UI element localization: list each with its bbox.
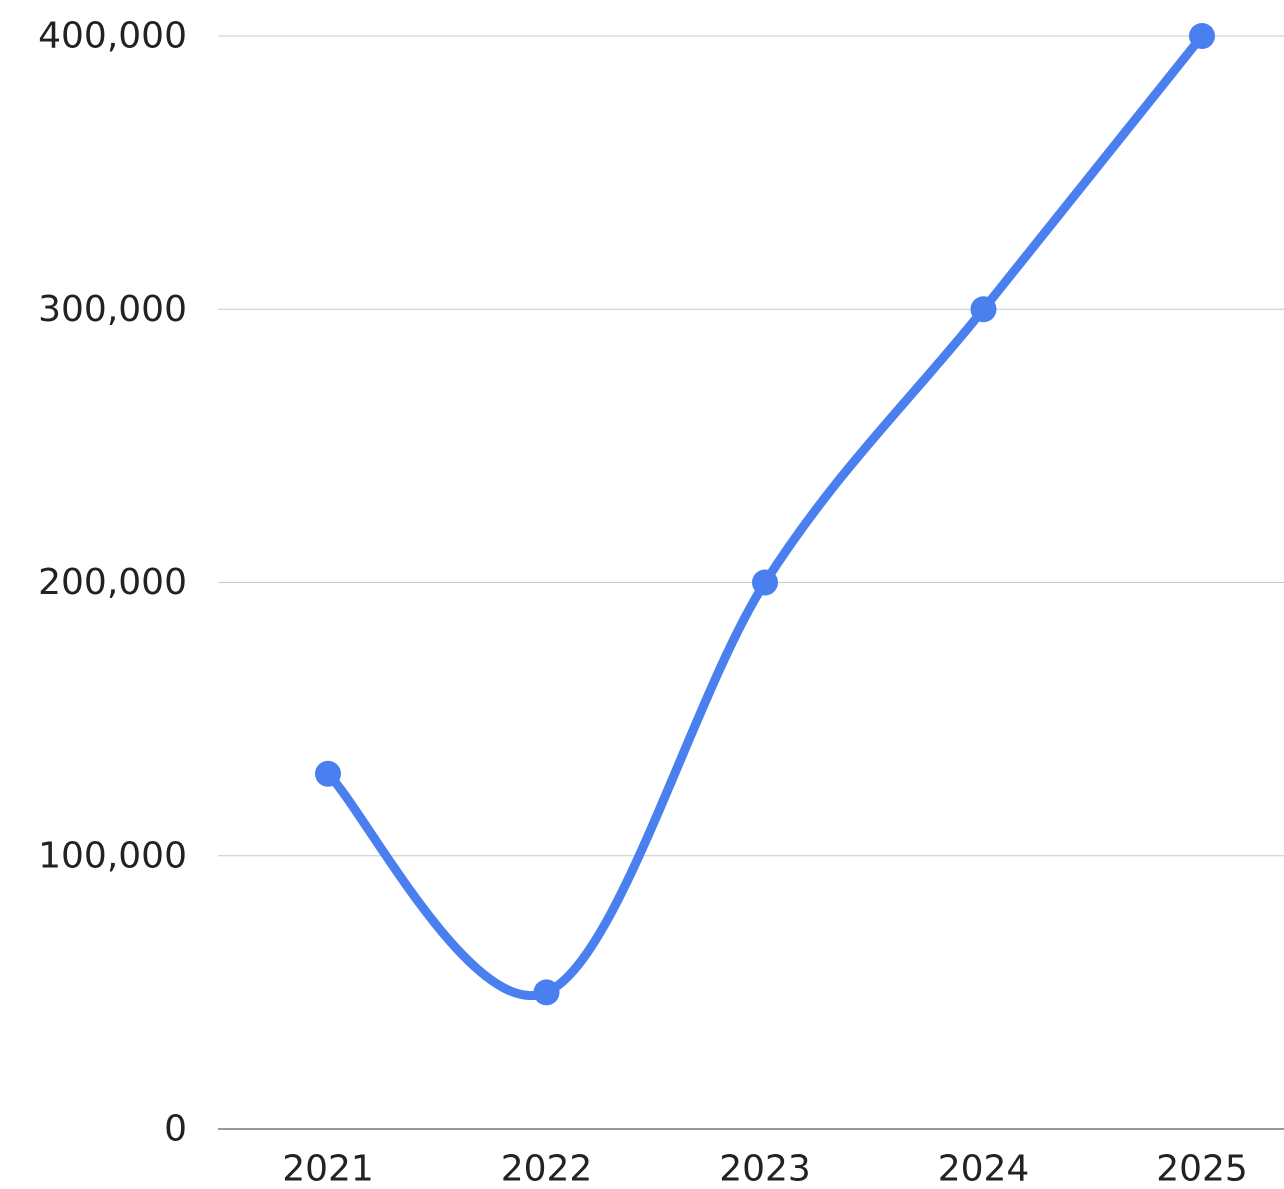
data-point[interactable] bbox=[315, 760, 341, 787]
x-tick-label: 2021 bbox=[282, 1149, 374, 1189]
series-group bbox=[315, 23, 1215, 1006]
data-point[interactable] bbox=[752, 569, 778, 596]
data-point[interactable] bbox=[970, 296, 997, 323]
x-axis-tick-labels: 2021 2022 2023 2024 2025 bbox=[282, 1149, 1248, 1189]
y-tick-label: 200,000 bbox=[38, 562, 187, 603]
data-point[interactable] bbox=[533, 979, 560, 1006]
y-tick-label: 100,000 bbox=[38, 835, 187, 876]
y-tick-label: 300,000 bbox=[38, 289, 187, 330]
data-point[interactable] bbox=[1189, 23, 1215, 49]
x-tick-label: 2023 bbox=[719, 1149, 811, 1189]
x-tick-label: 2024 bbox=[938, 1149, 1030, 1189]
x-tick-label: 2025 bbox=[1156, 1149, 1248, 1189]
y-axis-tick-labels: 0 100,000 200,000 300,000 400,000 bbox=[38, 16, 187, 1150]
series-line bbox=[323, 31, 1207, 1000]
y-tick-label: 0 bbox=[164, 1109, 187, 1150]
gridlines bbox=[218, 35, 1284, 1130]
x-tick-label: 2022 bbox=[501, 1149, 593, 1189]
y-tick-label: 400,000 bbox=[38, 16, 187, 57]
